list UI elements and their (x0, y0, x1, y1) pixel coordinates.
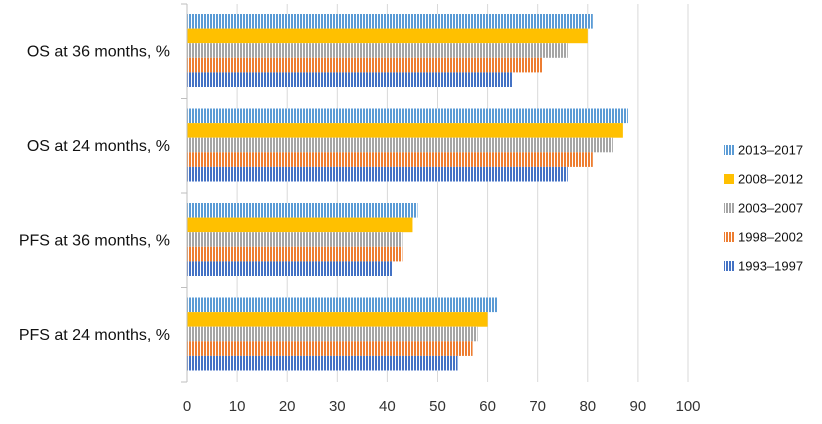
bar-os-at-36-months-2003-2007 (187, 43, 568, 58)
bar-os-at-24-months-1998-2002 (187, 152, 593, 167)
x-tick-label: 10 (229, 398, 246, 415)
axes: OS at 36 months, % OS at 24 months, % PFS … (19, 3, 701, 415)
bar-pfs-at-36-months-2003-2007 (187, 232, 403, 247)
x-tick-label: 100 (675, 398, 700, 415)
category-label: OS at 24 months, % (27, 138, 170, 155)
x-tick-label: 70 (529, 398, 546, 415)
x-tick-label: 0 (183, 398, 191, 415)
x-tick-label: 80 (579, 398, 596, 415)
x-tick-label: 20 (279, 398, 296, 415)
category-label: OS at 36 months, % (27, 43, 170, 60)
bar-pfs-at-24-months-1993-1997 (187, 355, 458, 371)
bar-pfs-at-36-months-2013-2017 (187, 203, 418, 218)
bar-pfs-at-36-months-2008-2012 (187, 217, 413, 233)
bar-os-at-24-months-2008-2012 (187, 123, 623, 138)
bar-pfs-at-36-months-1993-1997 (187, 261, 393, 276)
legend-swatch-1998-2002 (724, 232, 734, 242)
x-tick-label: 60 (479, 398, 496, 415)
bar-pfs-at-24-months-1998-2002 (187, 341, 473, 356)
bar-os-at-36-months-1998-2002 (187, 57, 543, 73)
legend-label-2003-2007: 2003–2007 (738, 201, 803, 216)
bar-os-at-24-months-2013-2017 (187, 108, 628, 124)
x-tick-label: 40 (379, 398, 396, 415)
bar-pfs-at-24-months-2008-2012 (187, 312, 488, 327)
legend-swatch-2008-2012 (724, 174, 734, 184)
category-label: PFS at 24 months, % (19, 327, 170, 344)
bar-os-at-36-months-2013-2017 (187, 14, 593, 29)
legend: 2013–2017 2008–2012 2003–2007 1998–2002 1993… (724, 143, 803, 274)
legend-swatch-2003-2007 (724, 203, 734, 213)
bars (187, 14, 628, 371)
legend-label-1998-2002: 1998–2002 (738, 230, 803, 245)
x-tick-label: 30 (329, 398, 346, 415)
bar-os-at-24-months-2003-2007 (187, 137, 613, 153)
legend-swatch-2013-2017 (724, 145, 734, 155)
bar-os-at-36-months-1993-1997 (187, 72, 513, 87)
legend-label-2013-2017: 2013–2017 (738, 143, 803, 158)
legend-label-2008-2012: 2008–2012 (738, 172, 803, 187)
bar-pfs-at-24-months-2013-2017 (187, 297, 498, 313)
bar-os-at-36-months-2008-2012 (187, 28, 588, 44)
legend-label-1993-1997: 1993–1997 (738, 259, 803, 274)
bar-pfs-at-24-months-2003-2007 (187, 326, 478, 342)
category-label: PFS at 36 months, % (19, 232, 170, 249)
bar-os-at-24-months-1993-1997 (187, 166, 568, 182)
legend-swatch-1993-1997 (724, 261, 734, 271)
bar-pfs-at-36-months-1998-2002 (187, 246, 403, 262)
x-tick-label: 50 (429, 398, 446, 415)
x-tick-label: 90 (630, 398, 647, 415)
